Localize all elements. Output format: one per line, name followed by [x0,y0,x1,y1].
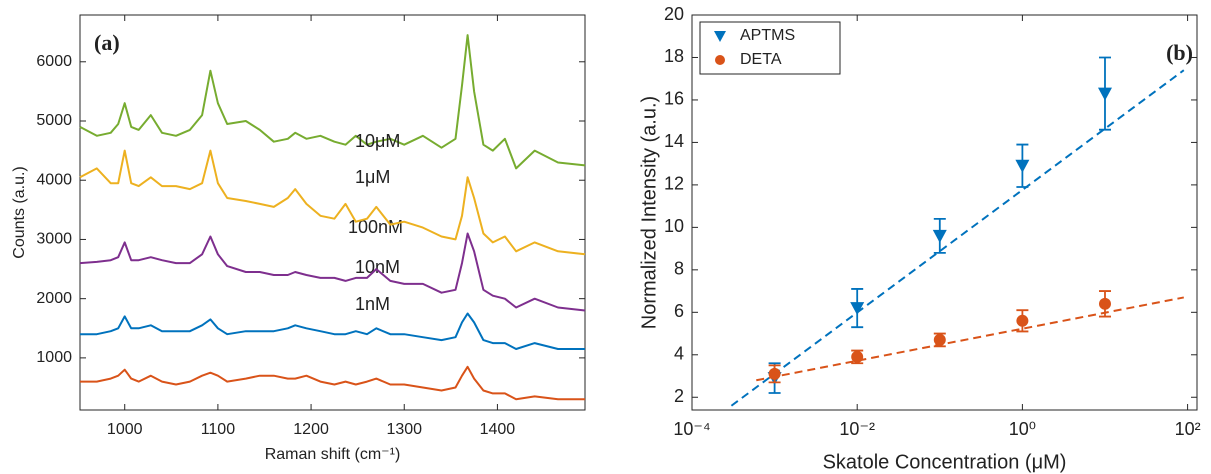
panel-label: (b) [1166,40,1193,65]
y-tick-label: 3000 [36,231,72,248]
x-tick-label: 1300 [386,421,422,438]
x-tick-label: 10⁻⁴ [673,419,710,439]
x-tick-label: 1200 [293,421,329,438]
data-point [1016,314,1029,327]
series-label: 100nM [348,217,403,237]
data-point [1098,297,1111,310]
y-tick-label: 6000 [36,53,72,70]
x-axis-title: Skatole Concentration (μM) [823,451,1067,473]
x-axis-title: Raman shift (cm⁻¹) [265,446,401,463]
series-label: 1nM [355,294,390,314]
data-point [932,229,947,243]
legend-label: APTMS [740,27,795,44]
series-label: 1μM [355,167,390,187]
legend-label: DETA [740,51,782,68]
legend-marker [714,31,726,42]
legend-marker [715,55,725,65]
data-point [1097,87,1112,101]
fit-line [756,296,1185,382]
spectrum-line [79,34,586,170]
data-point [1015,159,1030,173]
y-tick-label: 14 [664,131,684,151]
fit-line [730,69,1185,407]
y-tick-label: 2000 [36,290,72,307]
y-tick-label: 16 [664,89,684,109]
series-label: 10μM [355,131,400,151]
spectrum-line [79,232,586,312]
y-tick-label: 2 [674,386,684,406]
legend-box [699,21,841,75]
spectrum-line [80,312,585,350]
y-tick-label: 20 [664,4,684,24]
plot-frame [79,14,586,411]
plot-frame [691,14,1198,411]
y-tick-label: 18 [664,46,684,66]
y-tick-label: 6 [674,301,684,321]
data-point [933,333,946,346]
y-tick-label: 12 [664,174,684,194]
y-tick-label: 10 [664,216,684,236]
x-tick-label: 1400 [480,421,516,438]
y-tick-label: 4000 [36,171,72,188]
panel-label: (a) [94,30,120,55]
spectrum-line [80,365,585,401]
y-axis-title: Normalized Intensity (a.u.) [638,96,660,329]
series-label: 10nM [355,257,400,277]
y-tick-label: 4 [674,344,684,364]
data-point [851,350,864,363]
x-tick-label: 1100 [201,421,236,438]
y-tick-label: 1000 [36,349,72,366]
data-point [768,367,781,380]
x-tick-label: 10⁻² [839,419,875,439]
spectrum-line [79,149,586,256]
x-tick-label: 10² [1175,419,1201,439]
y-axis-title: Counts (a.u.) [11,166,28,258]
x-tick-label: 10⁰ [1009,419,1036,439]
y-tick-label: 8 [674,259,684,279]
data-point [850,302,865,316]
y-tick-label: 5000 [36,112,72,129]
x-tick-label: 1000 [107,421,143,438]
